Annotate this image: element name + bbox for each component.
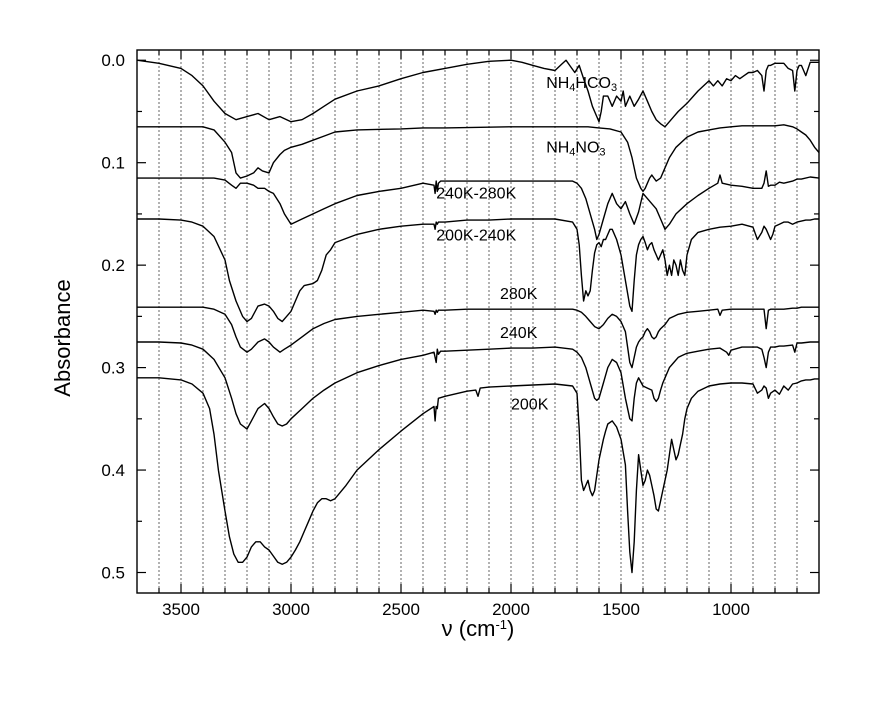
axis-ticks [137,50,819,593]
series-label: NH4NO3 [546,139,605,158]
series-label: 200K [511,397,549,414]
series-line-200k [137,377,819,574]
series-label: NH4HCO3 [546,75,617,94]
series-label: 240K-280K [436,186,516,203]
series-line-280k [137,306,819,369]
series-line-240k-280k [137,170,820,241]
y-axis-title: Absorbance [50,279,75,396]
series-line-nh4no3 [137,124,820,193]
x-tick-label: 1000 [712,600,750,619]
vertical-grid [158,50,798,593]
series-line-240k [137,341,819,430]
x-tick-label: 3000 [272,600,310,619]
x-tick-label: 1500 [602,600,640,619]
x-tick-label: 2500 [382,600,420,619]
series-label: 200K-240K [436,228,516,245]
y-tick-label: 0.2 [101,256,125,275]
series-labels: NH4HCO3 NH4NO3 240K-280K 200K-240K 280K 240K 2… [436,75,617,414]
y-tick-label: 0.4 [101,461,125,480]
series-line-nh4hco3 [136,59,819,128]
y-tick-label: 0.5 [101,564,125,583]
plot-frame [136,49,820,594]
y-tick-label: 0.3 [101,359,125,378]
x-tick-label: 2000 [492,600,530,619]
series-label: 240K [500,325,538,342]
spectra-series [136,59,820,574]
y-tick-label: 0.0 [101,51,125,70]
series-line-200k-240k [137,218,819,323]
tick-labels: 3500 3000 2500 2000 1500 1000 0.0 0.1 0.2 0.3 0.4 0… [101,51,750,619]
x-axis-title: ν (cm-1) [442,616,515,641]
series-label: 280K [500,286,538,303]
y-tick-label: 0.1 [101,154,125,173]
x-tick-label: 3500 [162,600,200,619]
